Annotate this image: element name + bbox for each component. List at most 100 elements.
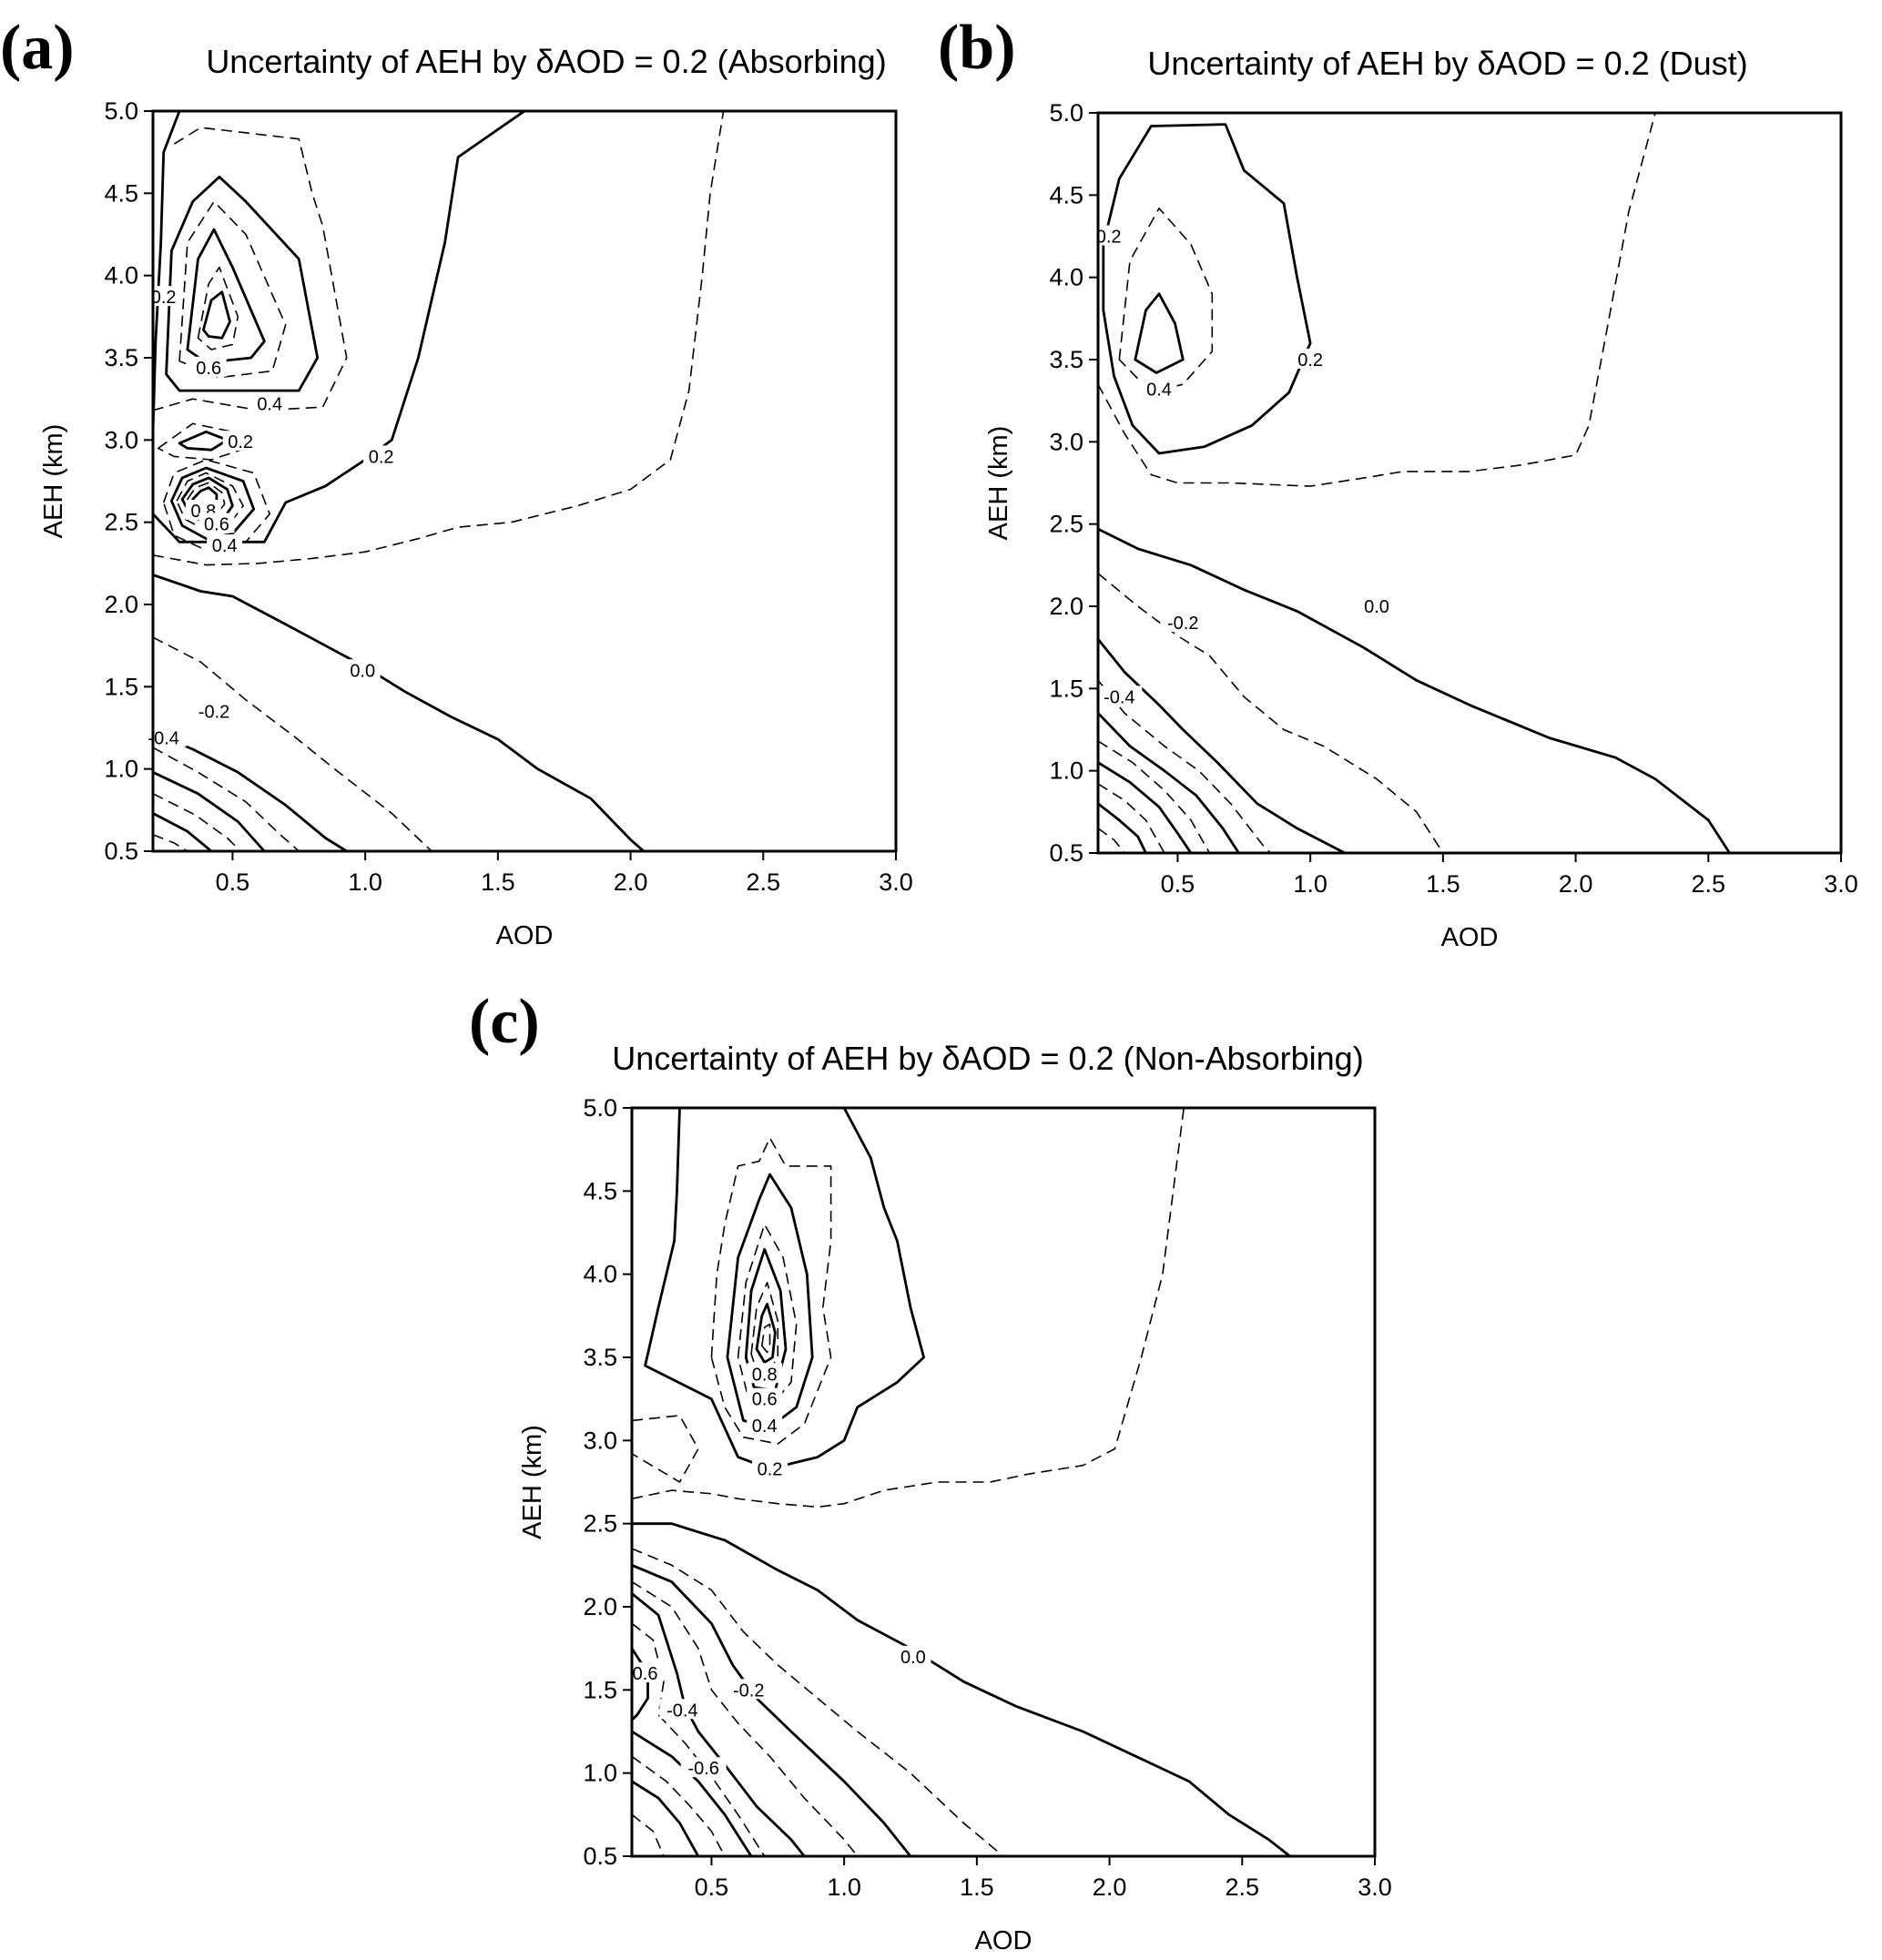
contour-label: -0.6 (687, 1759, 718, 1779)
contour-solid-neg0p6 (1098, 761, 1193, 853)
x-tick-label: 2.5 (747, 868, 781, 896)
contour-label-bg (363, 445, 400, 466)
y-tick-label: 2.0 (583, 1593, 617, 1620)
y-tick-label: 1.5 (1049, 675, 1083, 702)
contour-solid-neg0p8 (153, 812, 212, 851)
contour-lines (1098, 113, 1731, 853)
contour-label: -0.2 (1167, 614, 1198, 634)
x-tick-label: 0.5 (695, 1874, 729, 1901)
x-tick-label: 0.5 (1161, 870, 1195, 898)
contour-label: 0.6 (204, 514, 229, 534)
contour-solid-0p4 (178, 430, 229, 452)
panel-letter: (a) (0, 13, 75, 83)
y-axis-label: AEH (km) (984, 426, 1013, 541)
y-tick-label: 3.5 (104, 344, 138, 371)
y-tick-label: 0.5 (1049, 839, 1083, 867)
contour-lines (632, 1108, 1291, 1856)
contour-solid-0 (1098, 527, 1731, 853)
contour-dashed-neg0p7 (1098, 783, 1165, 853)
contour-label-bg (344, 659, 381, 680)
contour-dashed-0p5 (176, 472, 244, 532)
contour-dashed-0p1 (153, 111, 725, 566)
x-tick-label: 1.5 (960, 1874, 994, 1901)
contour-dashed-neg0p7 (153, 793, 241, 851)
contour-label-bg (1292, 349, 1328, 369)
contour-label: 0.2 (1096, 228, 1122, 248)
contour-dashed-neg0p5 (153, 746, 300, 851)
contour-label: 0.4 (752, 1417, 778, 1437)
chart-title: Uncertainty of AEH by δAOD = 0.2 (Non-Ab… (612, 1040, 1363, 1077)
contour-label-bg (1160, 612, 1206, 633)
contour-lines (153, 111, 725, 851)
y-tick-label: 1.0 (583, 1760, 617, 1787)
contour-label: -0.2 (198, 702, 229, 722)
contour-label-bg (895, 1645, 931, 1666)
plot-frame (1096, 111, 1843, 855)
y-tick-label: 4.0 (1049, 264, 1083, 291)
contour-dashed-0p3 (153, 127, 348, 411)
chart-title: Uncertainty of AEH by δAOD = 0.2 (Absorb… (206, 43, 886, 80)
contour-solid-0p6 (744, 1247, 788, 1392)
contour-label: 0.2 (1297, 350, 1323, 371)
contour-label-bg (747, 1414, 783, 1435)
y-tick-label: 4.5 (1049, 181, 1083, 208)
y-tick-label: 5.0 (583, 1094, 617, 1122)
y-tick-label: 0.5 (583, 1843, 617, 1870)
y-tick-label: 4.0 (104, 262, 138, 289)
contour-label-bg (1091, 225, 1127, 246)
contour-dashed-0p1 (632, 1415, 699, 1483)
contour-label-bg (146, 286, 182, 307)
y-tick-label: 0.5 (104, 838, 138, 865)
contour-dashed-neg0p3 (632, 1580, 859, 1856)
contour-label-bg (747, 1387, 783, 1408)
y-tick-label: 3.0 (104, 426, 138, 453)
y-tick-label: 4.5 (583, 1177, 617, 1204)
contour-label-bg (1096, 685, 1143, 706)
contour-label-bg (191, 700, 238, 721)
contour-label-bg (659, 1699, 706, 1720)
contour-label: 0.2 (228, 432, 253, 452)
contour-label-bg (207, 533, 243, 554)
x-tick-label: 3.0 (1358, 1874, 1392, 1901)
y-tick-label: 1.5 (583, 1676, 617, 1703)
contour-label: 0.8 (752, 1365, 778, 1385)
y-tick-label: 2.5 (583, 1510, 617, 1538)
contour-label-bg (680, 1757, 727, 1778)
y-tick-label: 2.0 (1049, 593, 1083, 620)
contour-dashed-neg0p5 (1098, 740, 1211, 853)
y-axis-label: AEH (km) (39, 424, 68, 539)
contour-solid-0p2 (644, 1108, 925, 1470)
y-tick-label: 4.0 (583, 1261, 617, 1288)
panel-b: (b) Uncertainty of AEH by δAOD = 0.2 (Dus… (938, 13, 1858, 952)
y-tick-label: 5.0 (1049, 99, 1083, 127)
contour-solid-0p4 (170, 466, 256, 541)
contour-label: -0.4 (666, 1701, 697, 1721)
x-tick-label: 1.0 (348, 868, 382, 896)
y-tick-label: 1.0 (104, 756, 138, 783)
plot-frame (630, 1106, 1377, 1858)
contour-dashed-neg0p2 (153, 636, 432, 851)
contour-label: 0.6 (633, 1664, 658, 1684)
contour-solid-0p2 (153, 111, 181, 432)
x-axis-label: AOD (975, 1926, 1033, 1955)
contour-solid-neg0p2 (1098, 638, 1346, 853)
contour-solid-0p4 (165, 175, 320, 392)
contour-label-bg (747, 1363, 783, 1384)
panel-c: (c) Uncertainty of AEH by δAOD = 0.2 (Non… (469, 987, 1392, 1955)
contour-label-bg (752, 1457, 788, 1478)
contour-label: 0.0 (1364, 597, 1389, 617)
x-tick-label: 2.0 (1559, 870, 1593, 898)
contour-dashed-neg0p9 (153, 834, 188, 851)
contour-label-bg (190, 356, 227, 377)
contour-label-bg (222, 431, 259, 452)
y-tick-label: 3.0 (583, 1427, 617, 1454)
contour-dashed-0p9 (761, 1323, 771, 1354)
contour-label: 0.4 (212, 536, 238, 556)
x-tick-label: 0.5 (216, 868, 250, 896)
x-tick-label: 2.0 (614, 868, 648, 896)
x-axis-label: AOD (496, 921, 554, 950)
contour-label: 0.6 (196, 359, 221, 379)
contour-dashed-0p3 (1118, 208, 1214, 393)
contour-solid-neg0p4 (1098, 712, 1240, 853)
y-tick-label: 1.5 (104, 673, 138, 700)
